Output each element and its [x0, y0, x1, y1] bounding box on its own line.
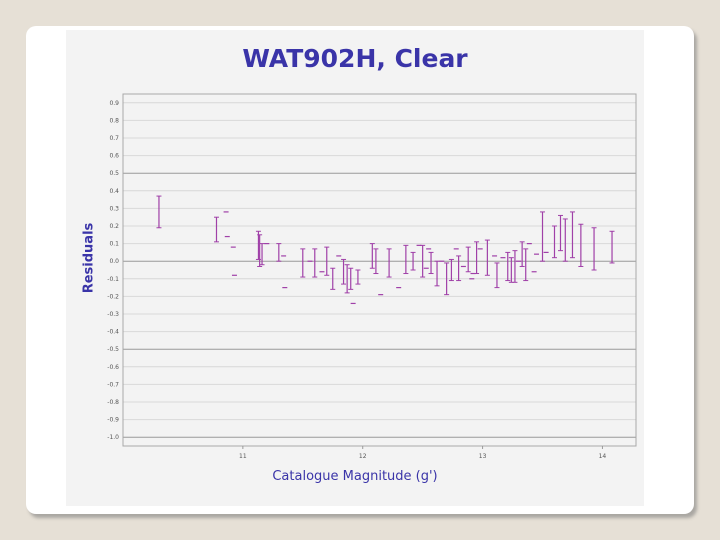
data-point	[355, 269, 361, 285]
data-point	[410, 251, 416, 271]
y-tick-label: 0.7	[109, 135, 119, 142]
y-tick-label: 0.3	[109, 205, 119, 212]
y-tick-label: -0.9	[107, 417, 119, 424]
data-point	[456, 255, 462, 282]
x-tick-labels: 11 12 13 14	[239, 446, 606, 460]
data-point	[373, 248, 379, 275]
data-point	[348, 267, 354, 290]
y-tick-labels: 0.9 0.8 0.7 0.6 0.5 0.4 0.3 0.2 0.1 0.0 -0.1 -0.2 -0…	[107, 100, 119, 441]
data-point	[330, 267, 336, 290]
y-tick-label: 0.4	[109, 188, 119, 195]
data-point	[484, 239, 490, 276]
data-point	[344, 264, 350, 294]
data-point	[386, 248, 392, 278]
data-point	[474, 241, 480, 275]
data-points	[156, 195, 615, 305]
y-tick-label: 0.1	[109, 241, 119, 248]
data-point	[444, 262, 450, 296]
y-tick-label: 0.0	[109, 258, 119, 265]
y-tick-label: -0.3	[107, 311, 119, 318]
y-tick-label: 0.6	[109, 153, 119, 160]
y-tick-label: 0.8	[109, 117, 119, 124]
data-point	[213, 216, 219, 243]
data-point	[434, 260, 440, 287]
data-point	[519, 241, 525, 267]
y-tick-label: -0.4	[107, 329, 119, 336]
chart-title: WAT902H, Clear	[242, 44, 468, 73]
y-tick-label: -0.2	[107, 293, 119, 300]
data-point	[312, 248, 318, 278]
y-tick-label: -0.8	[107, 399, 119, 406]
data-point	[465, 246, 471, 273]
y-tick-label: -0.5	[107, 346, 119, 353]
x-tick-label: 11	[239, 453, 247, 460]
data-point	[551, 225, 557, 259]
data-point	[523, 248, 529, 282]
data-point	[569, 211, 575, 259]
data-point	[428, 251, 434, 275]
x-axis-label: Catalogue Magnitude (g')	[272, 469, 438, 484]
data-point	[420, 244, 426, 278]
data-point	[494, 262, 500, 289]
data-point	[557, 214, 563, 252]
y-tick-label: -0.1	[107, 276, 119, 283]
y-tick-label: 0.5	[109, 170, 119, 177]
y-tick-label: -1.0	[107, 434, 119, 441]
x-tick-label: 14	[599, 453, 607, 460]
y-tick-label: 0.2	[109, 223, 119, 230]
data-point	[324, 246, 330, 276]
data-point	[341, 258, 347, 285]
chart-panel	[66, 30, 644, 506]
data-point	[259, 243, 265, 266]
data-point	[578, 223, 584, 267]
data-point	[276, 243, 282, 262]
data-point	[512, 250, 518, 283]
data-point	[591, 227, 597, 271]
y-tick-label: -0.6	[107, 364, 119, 371]
data-point	[540, 211, 546, 262]
grid-layer	[123, 102, 636, 438]
data-point	[448, 258, 454, 282]
data-point	[156, 195, 162, 229]
data-point	[257, 234, 263, 267]
x-tick-label: 12	[359, 453, 367, 460]
data-point	[505, 251, 511, 282]
data-point	[609, 230, 615, 264]
x-tick-label: 13	[479, 453, 487, 460]
data-point	[300, 248, 306, 278]
y-tick-label: -0.7	[107, 381, 119, 388]
data-point	[403, 244, 409, 275]
data-point	[369, 243, 375, 269]
y-tick-label: 0.9	[109, 100, 119, 107]
data-point	[562, 218, 568, 262]
plot-area-border	[122, 93, 637, 447]
